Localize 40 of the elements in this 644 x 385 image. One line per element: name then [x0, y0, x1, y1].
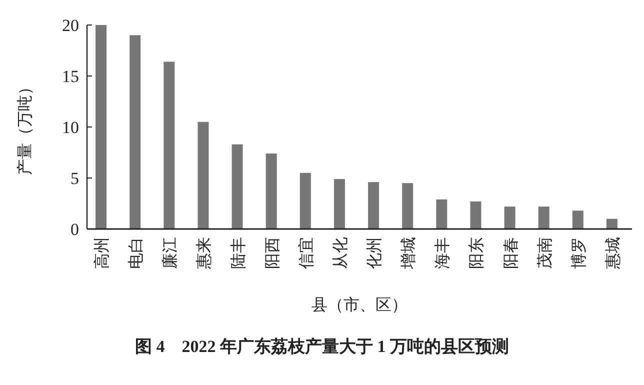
- x-tick-label: 茂南: [536, 237, 554, 269]
- x-tick-label: 博罗: [570, 237, 588, 269]
- x-tick-label: 海丰: [434, 237, 452, 269]
- x-tick-label: 惠来: [195, 237, 214, 270]
- x-tick-label: 信宜: [297, 237, 316, 269]
- y-tick-label: 5: [70, 169, 79, 188]
- y-tick-label: 15: [62, 67, 79, 86]
- y-tick-label: 20: [62, 16, 79, 35]
- bar: [300, 172, 311, 229]
- x-tick-label: 增城: [400, 237, 418, 270]
- bar: [402, 183, 414, 229]
- bar: [266, 154, 277, 229]
- x-tick-label: 阳西: [264, 237, 282, 269]
- bar: [470, 201, 482, 229]
- bar: [96, 25, 107, 229]
- x-tick-label: 高州: [93, 237, 112, 269]
- x-tick-label: 化州: [366, 237, 384, 269]
- y-tick-label: 10: [62, 118, 79, 137]
- bar: [436, 199, 448, 229]
- x-tick-label: 阳东: [468, 237, 486, 269]
- bar: [334, 179, 345, 229]
- bar: [198, 122, 209, 229]
- x-axis-title: 县（市、区）: [312, 296, 408, 314]
- x-tick-label: 阳春: [502, 237, 520, 269]
- bar: [164, 62, 175, 229]
- bar: [130, 35, 141, 229]
- bar: [232, 144, 243, 229]
- bar: [504, 206, 516, 229]
- x-tick-label: 惠城: [604, 237, 622, 270]
- y-axis-title: 产量（万吨）: [16, 79, 34, 175]
- x-tick-label: 陆丰: [229, 237, 248, 269]
- bar: [538, 206, 550, 229]
- x-tick-label: 廉江: [161, 237, 180, 269]
- text: 图 4 2022 年广东荔枝产量大于 1 万吨的县区预测: [135, 337, 509, 356]
- bar: [606, 218, 618, 229]
- x-tick-label: 电白: [127, 237, 146, 269]
- x-tick-label: 从化: [331, 237, 350, 269]
- y-tick-label: 0: [70, 220, 79, 239]
- bar: [572, 210, 584, 229]
- bar: [368, 182, 380, 229]
